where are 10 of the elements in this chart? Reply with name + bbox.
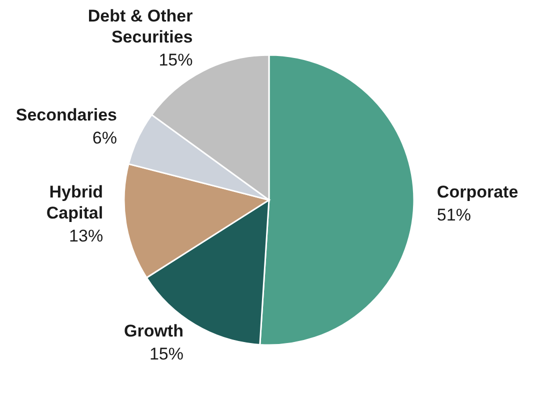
slice-label: Corporate <box>436 182 518 202</box>
data-label: 15% <box>158 50 193 70</box>
slice-label: Hybrid Capital <box>46 182 104 222</box>
slice-label: Growth <box>124 322 184 341</box>
data-label: 15% <box>149 344 184 364</box>
slice-label: Debt & Other Securities <box>88 6 194 46</box>
slice-label: Secondaries <box>16 105 117 124</box>
data-label: 6% <box>92 128 117 148</box>
data-label: 51% <box>436 205 471 224</box>
data-label: 13% <box>69 226 104 246</box>
